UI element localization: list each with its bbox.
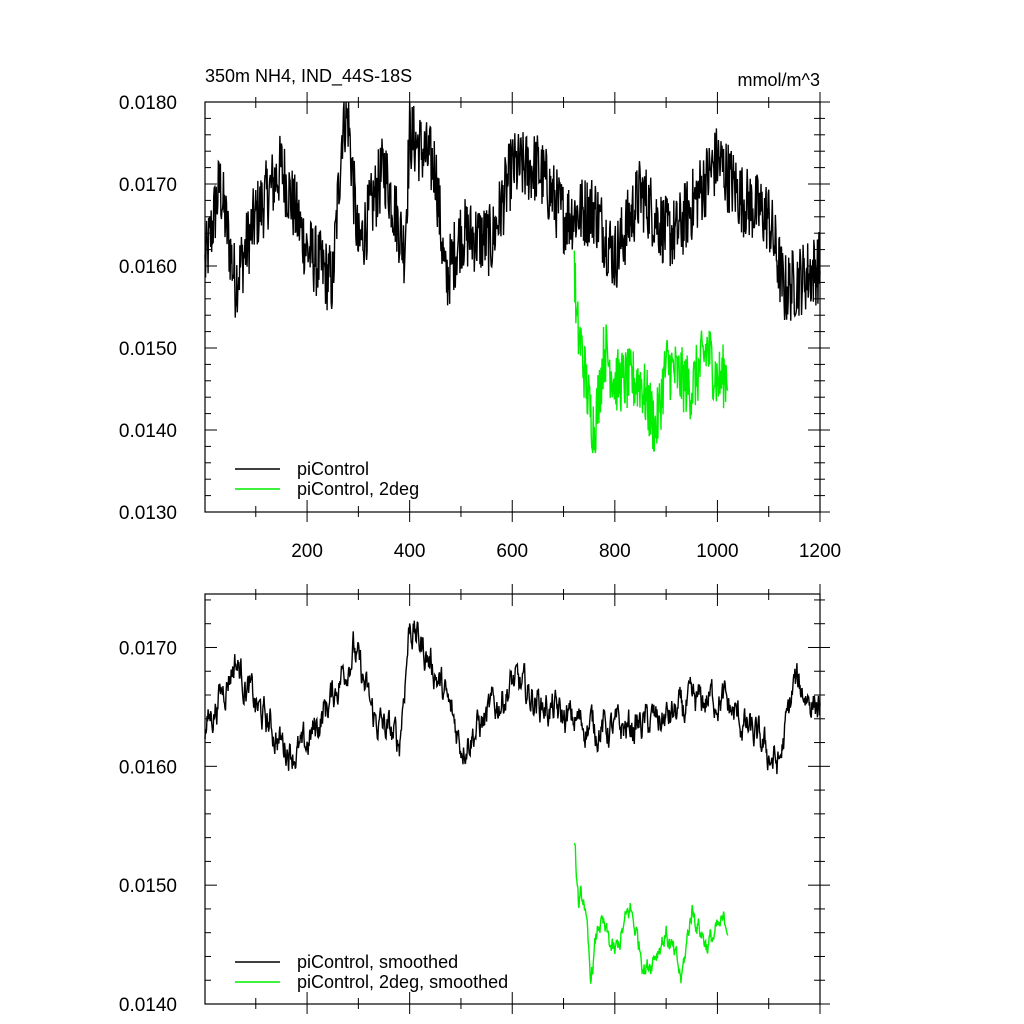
bottom-y-tick-label: 0.0160 bbox=[119, 757, 177, 778]
bottom-y-ticks: 0.0140 0.0150 0.0160 0.0170 bbox=[119, 599, 830, 1016]
top-x-tick-label: 200 bbox=[291, 541, 323, 562]
legend-label-picontrol-2deg: piControl, 2deg bbox=[297, 479, 419, 499]
top-x-tick-label: 800 bbox=[599, 541, 631, 562]
bottom-series-lines bbox=[204, 620, 821, 984]
bottom-y-tick-label: 0.0140 bbox=[119, 995, 177, 1016]
legend-label-picontrol-smoothed: piControl, smoothed bbox=[297, 952, 458, 972]
top-y-tick-label: 0.0130 bbox=[119, 503, 177, 524]
series-line-picontrol-2deg-smoothed bbox=[573, 842, 729, 984]
series-line-picontrol-2deg bbox=[573, 250, 729, 454]
bottom-y-tick-label: 0.0150 bbox=[119, 876, 177, 897]
top-x-tick-label: 1000 bbox=[696, 541, 738, 562]
top-legend: piControl piControl, 2deg bbox=[235, 459, 419, 499]
top-x-tick-label: 400 bbox=[394, 541, 426, 562]
top-y-tick-label: 0.0170 bbox=[119, 175, 177, 196]
bottom-x-ticks bbox=[255, 584, 821, 1014]
legend-label-picontrol: piControl bbox=[297, 459, 369, 479]
top-panel: 0.0130 0.0140 0.0150 0.0160 0.0170 0.0180 200… bbox=[119, 66, 841, 562]
bottom-plot-frame bbox=[204, 593, 821, 1005]
top-chart-units: mmol/m^3 bbox=[738, 70, 820, 90]
legend-label-picontrol-2deg-smoothed: piControl, 2deg, smoothed bbox=[297, 972, 508, 992]
top-series-lines bbox=[204, 101, 821, 454]
bottom-panel: 0.0140 0.0150 0.0160 0.0170 piControl, smoo… bbox=[119, 584, 830, 1016]
top-y-tick-label: 0.0150 bbox=[119, 339, 177, 360]
top-y-ticks: 0.0130 0.0140 0.0150 0.0160 0.0170 0.0180 bbox=[119, 93, 830, 524]
top-y-tick-label: 0.0160 bbox=[119, 257, 177, 278]
top-y-tick-label: 0.0140 bbox=[119, 421, 177, 442]
top-x-tick-label: 1200 bbox=[799, 541, 841, 562]
series-line-picontrol-smoothed bbox=[204, 620, 821, 775]
bottom-legend: piControl, smoothed piControl, 2deg, smo… bbox=[235, 952, 508, 992]
top-x-tick-label: 600 bbox=[496, 541, 528, 562]
top-chart-title: 350m NH4, IND_44S-18S bbox=[205, 66, 412, 87]
bottom-y-tick-label: 0.0170 bbox=[119, 638, 177, 659]
top-y-tick-label: 0.0180 bbox=[119, 93, 177, 114]
top-x-ticks: 200 400 600 800 1000 1200 bbox=[255, 92, 841, 562]
series-line-picontrol bbox=[204, 101, 821, 321]
